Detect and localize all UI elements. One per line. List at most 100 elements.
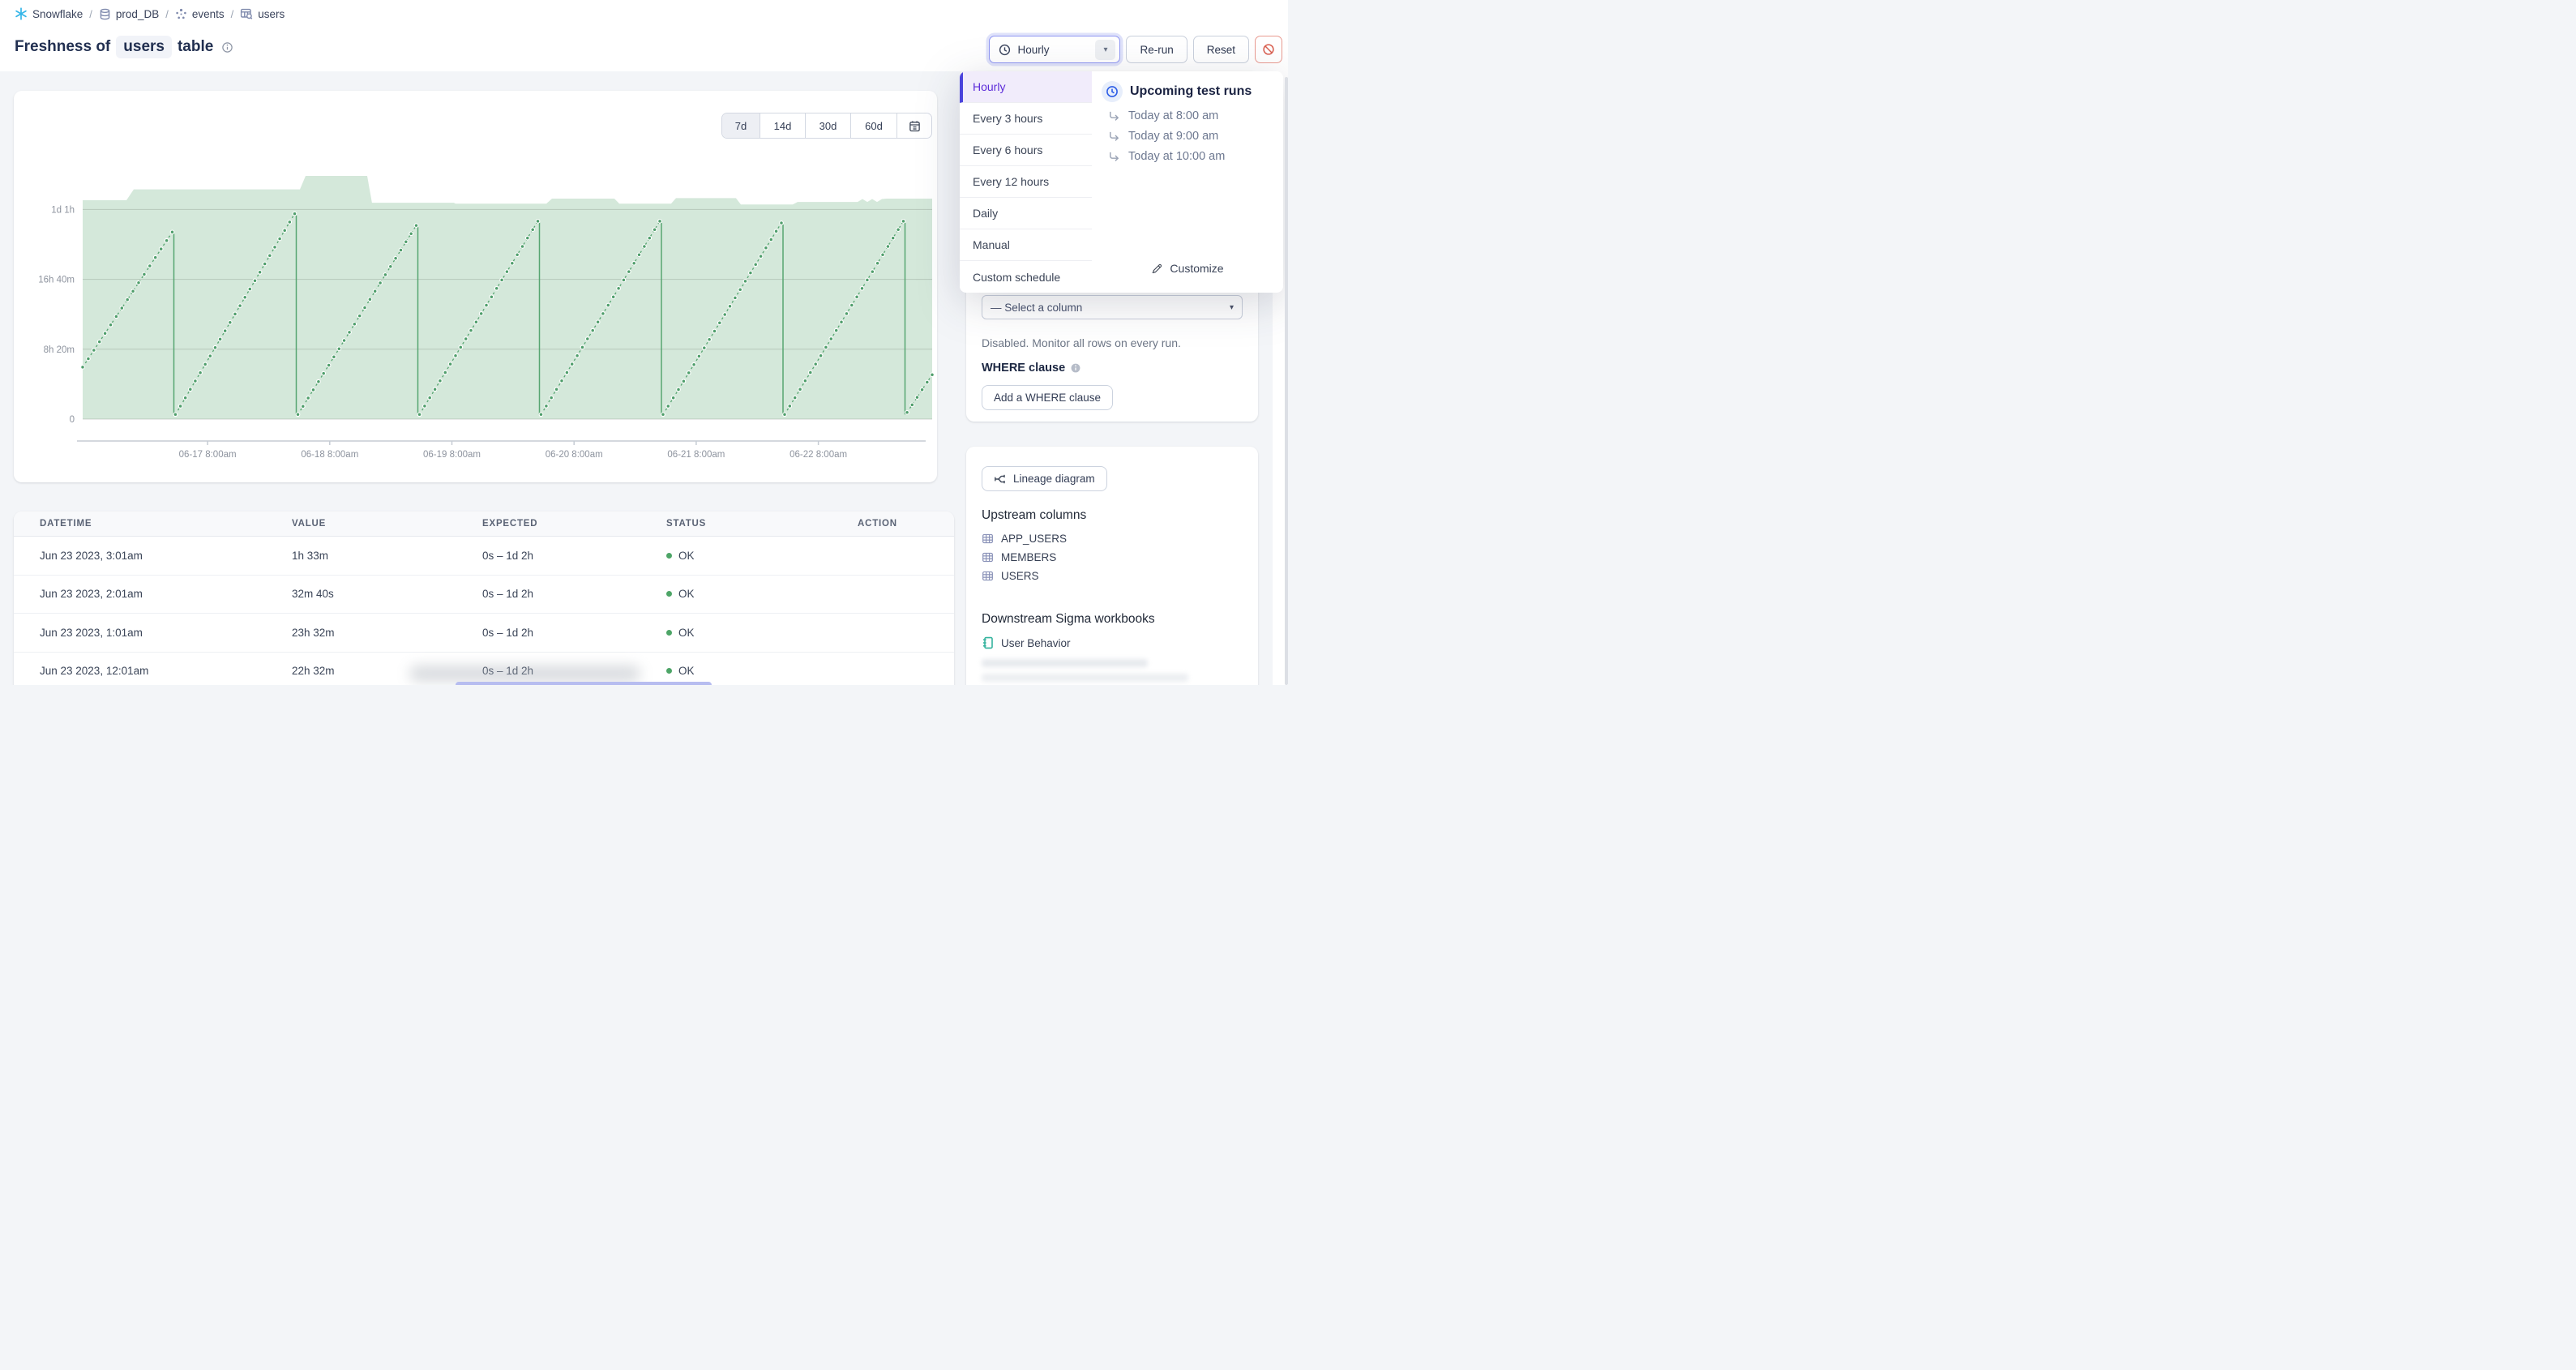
freshness-page: Snowflake / prod_DB / events / users Fre… — [0, 0, 1288, 685]
breadcrumb-database[interactable]: prod_DB — [99, 8, 159, 20]
svg-text:1d 1h: 1d 1h — [51, 205, 75, 215]
cell-expected: 0s – 1d 2h — [482, 550, 666, 562]
database-icon — [99, 8, 111, 20]
breadcrumb-label: users — [258, 8, 285, 20]
title-row: Freshness of users table — [15, 36, 233, 58]
add-where-clause-button[interactable]: Add a WHERE clause — [982, 385, 1113, 410]
sigma-workbook-icon — [982, 636, 994, 649]
time-range-group: 7d 14d 30d 60d — [721, 113, 932, 139]
workbook-item[interactable]: User Behavior — [982, 636, 1071, 649]
where-clause-label-row: WHERE clause — [982, 362, 1081, 375]
range-7d[interactable]: 7d — [722, 113, 760, 138]
menu-item-daily[interactable]: Daily — [960, 198, 1092, 229]
redacted-content — [982, 674, 1188, 682]
redacted-content — [982, 659, 1148, 667]
chevron-down-icon: ▾ — [1230, 303, 1234, 312]
upstream-column-item[interactable]: APP_USERS — [982, 533, 1067, 545]
menu-item-every-12-hours[interactable]: Every 12 hours — [960, 166, 1092, 198]
cell-expected: 0s – 1d 2h — [482, 627, 666, 639]
rerun-button[interactable]: Re-run — [1126, 36, 1187, 63]
upstream-column-item[interactable]: MEMBERS — [982, 551, 1056, 563]
model-icon — [175, 8, 187, 20]
breadcrumb-separator: / — [165, 8, 169, 20]
schedule-select-value: Hourly — [1017, 44, 1049, 56]
menu-item-manual[interactable]: Manual — [960, 229, 1092, 261]
monitor-disabled-note: Disabled. Monitor all rows on every run. — [982, 336, 1181, 349]
table-name-chip: users — [116, 36, 172, 58]
info-icon[interactable] — [221, 41, 233, 54]
cell-status: OK — [666, 588, 858, 600]
range-30d[interactable]: 30d — [805, 113, 850, 138]
menu-item-hourly[interactable]: Hourly — [960, 71, 1092, 103]
breadcrumb-users[interactable]: users — [240, 7, 285, 20]
cell-status: OK — [666, 627, 858, 639]
cell-datetime: Jun 23 2023, 12:01am — [40, 665, 292, 677]
col-status: STATUS — [666, 519, 858, 529]
table-row: Jun 23 2023, 2:01am 32m 40s 0s – 1d 2h O… — [14, 576, 954, 614]
svg-text:06-18 8:00am: 06-18 8:00am — [301, 450, 358, 460]
breadcrumb-label: events — [192, 8, 225, 20]
table-row: Jun 23 2023, 1:01am 23h 32m 0s – 1d 2h O… — [14, 614, 954, 653]
svg-text:06-22 8:00am: 06-22 8:00am — [789, 450, 847, 460]
range-custom-calendar[interactable] — [896, 113, 931, 138]
cell-status: OK — [666, 550, 858, 562]
schedule-select[interactable]: Hourly ▾ — [989, 36, 1120, 63]
toolbar: Hourly ▾ Re-run Reset — [989, 36, 1282, 63]
breadcrumb-separator: / — [89, 8, 92, 20]
select-column-dropdown[interactable]: — Select a column ▾ — [982, 295, 1243, 319]
upcoming-run: Today at 8:00 am — [1092, 102, 1283, 122]
freshness-chart: 1d 1h16h 40m8h 20m006-17 8:00am06-18 8:0… — [14, 91, 937, 482]
col-value: VALUE — [292, 519, 482, 529]
cell-datetime: Jun 23 2023, 2:01am — [40, 588, 292, 600]
where-clause-label: WHERE clause — [982, 362, 1065, 375]
lineage-diagram-button[interactable]: Lineage diagram — [982, 466, 1107, 491]
table-grid-icon — [982, 570, 994, 582]
table-search-icon — [240, 7, 253, 20]
page-title-suffix: table — [178, 38, 213, 56]
pencil-icon — [1151, 263, 1163, 275]
breadcrumb-separator: / — [231, 8, 234, 20]
cutoff-element — [456, 682, 712, 685]
cell-value: 1h 33m — [292, 550, 482, 562]
upcoming-runs-title: Upcoming test runs — [1130, 84, 1252, 99]
select-column-value: — Select a column — [991, 302, 1082, 314]
menu-item-custom-schedule[interactable]: Custom schedule — [960, 261, 1092, 293]
status-ok-dot — [666, 553, 672, 559]
svg-text:06-20 8:00am: 06-20 8:00am — [546, 450, 603, 460]
return-arrow-icon — [1108, 110, 1120, 122]
chevron-down-icon: ▾ — [1095, 40, 1115, 60]
snowflake-icon — [15, 7, 28, 20]
upcoming-run: Today at 10:00 am — [1092, 143, 1283, 163]
calendar-icon — [909, 120, 921, 132]
block-icon — [1262, 43, 1275, 56]
table-header-row: DATETIME VALUE EXPECTED STATUS ACTION — [14, 512, 954, 537]
range-60d[interactable]: 60d — [850, 113, 896, 138]
info-icon[interactable] — [1070, 362, 1081, 374]
disable-test-button[interactable] — [1255, 36, 1282, 63]
cell-expected: 0s – 1d 2h — [482, 588, 666, 600]
table-grid-icon — [982, 533, 994, 545]
breadcrumb-snowflake[interactable]: Snowflake — [15, 7, 83, 20]
cell-datetime: Jun 23 2023, 3:01am — [40, 550, 292, 562]
menu-item-every-3-hours[interactable]: Every 3 hours — [960, 103, 1092, 135]
cell-status: OK — [666, 665, 858, 677]
range-14d[interactable]: 14d — [760, 113, 805, 138]
lineage-card: Lineage diagram Upstream columns APP_USE… — [966, 447, 1258, 685]
cell-value: 32m 40s — [292, 588, 482, 600]
breadcrumb-events[interactable]: events — [175, 8, 225, 20]
table-grid-icon — [982, 551, 994, 563]
clock-icon — [1102, 81, 1123, 102]
svg-text:8h 20m: 8h 20m — [44, 345, 75, 355]
upstream-column-item[interactable]: USERS — [982, 570, 1039, 582]
col-datetime: DATETIME — [40, 519, 292, 529]
status-ok-dot — [666, 668, 672, 674]
menu-item-every-6-hours[interactable]: Every 6 hours — [960, 135, 1092, 166]
status-ok-dot — [666, 591, 672, 597]
col-action: ACTION — [858, 519, 954, 529]
customize-button[interactable]: Customize — [1092, 262, 1283, 275]
page-scrollbar[interactable] — [1285, 77, 1288, 685]
freshness-chart-card: 7d 14d 30d 60d 1d 1h16h 40m8h 20m006-17 … — [14, 91, 937, 482]
upcoming-run: Today at 9:00 am — [1092, 122, 1283, 143]
reset-button[interactable]: Reset — [1193, 36, 1249, 63]
upcoming-runs-title-row: Upcoming test runs — [1092, 71, 1283, 102]
